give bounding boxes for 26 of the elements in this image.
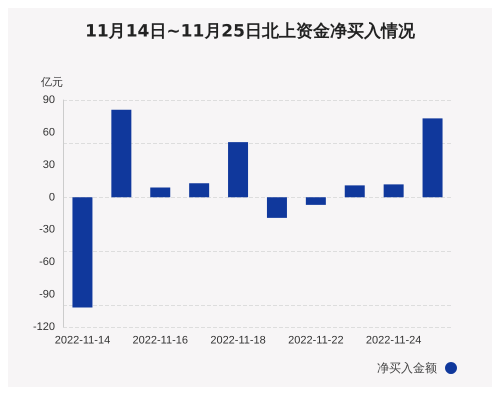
- y-tick-label: -120: [32, 321, 55, 333]
- x-tick-label: 2022-11-18: [210, 334, 266, 346]
- y-tick-label: 30: [42, 158, 55, 171]
- x-tick-label: 2022-11-22: [288, 334, 344, 346]
- y-tick-label: 90: [42, 94, 55, 106]
- y-tick-label: -60: [39, 256, 55, 268]
- bar: [344, 185, 365, 198]
- bar: [189, 183, 210, 198]
- y-tick-label: -90: [39, 288, 55, 301]
- bar: [150, 188, 170, 198]
- y-tick-label: -30: [39, 224, 55, 236]
- bar: [422, 118, 443, 198]
- bar: [384, 184, 404, 198]
- chart-title: 11月14日~11月25日北上资金净买入情况: [85, 22, 416, 42]
- bar: [228, 142, 248, 198]
- bar: [306, 197, 326, 205]
- bar: [266, 197, 287, 218]
- bar: [111, 110, 132, 198]
- x-tick-label: 2022-11-14: [54, 334, 110, 346]
- x-tick-label: 2022-11-16: [132, 334, 188, 346]
- legend-label: 净买入金额: [377, 361, 437, 375]
- y-tick-label: 0: [48, 191, 55, 204]
- bar: [72, 197, 92, 308]
- y-axis-title: 亿元: [40, 76, 63, 88]
- x-tick-label: 2022-11-24: [366, 334, 422, 346]
- y-tick-label: 60: [42, 126, 55, 138]
